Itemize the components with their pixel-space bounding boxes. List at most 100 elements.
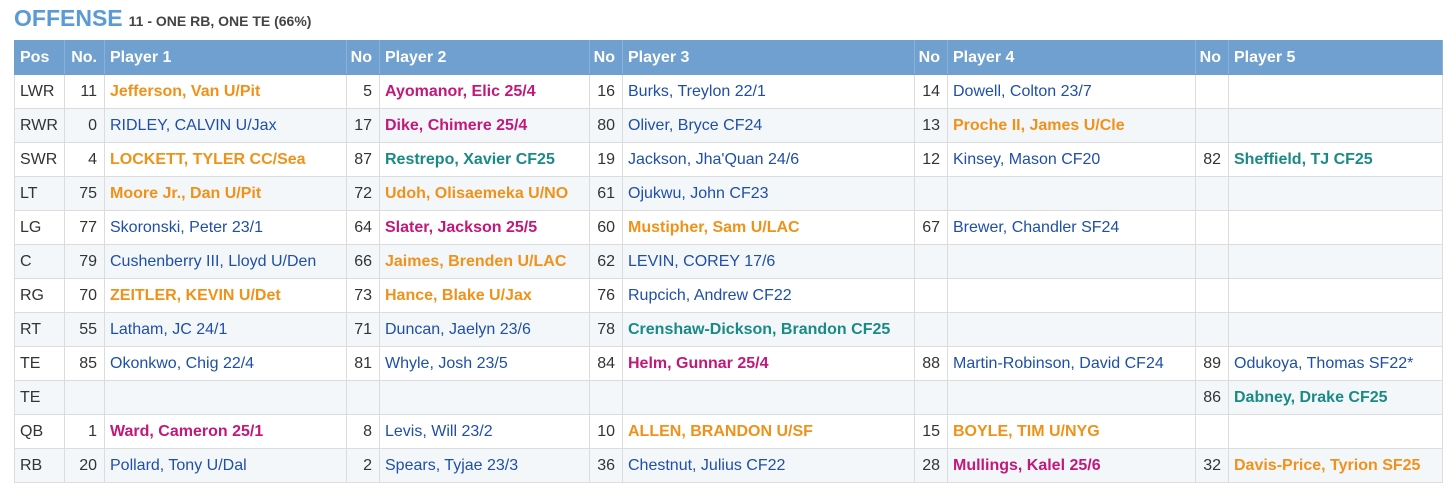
jersey-number-cell: 80 [589, 108, 623, 143]
jersey-number-cell: 67 [914, 210, 948, 245]
player-link[interactable]: Jefferson, Van U/Pit [104, 74, 347, 109]
position-cell: LT [14, 176, 65, 211]
column-header: No [1195, 40, 1229, 75]
player-link[interactable]: Jaimes, Brenden U/LAC [379, 244, 590, 279]
player-link[interactable]: Davis-Price, Tyrion SF25 [1228, 448, 1443, 483]
jersey-number-cell [1195, 176, 1229, 211]
player-link[interactable]: Spears, Tyjae 23/3 [379, 448, 590, 483]
jersey-number-cell: 84 [589, 346, 623, 381]
player-link[interactable]: Udoh, Olisaemeka U/NO [379, 176, 590, 211]
jersey-number-cell: 55 [64, 312, 105, 347]
table-row: RT 55 Latham, JC 24/1 71 Duncan, Jaelyn 23/6… [14, 312, 1443, 347]
position-cell: TE [14, 380, 65, 415]
player-link[interactable]: Restrepo, Xavier CF25 [379, 142, 590, 177]
player-link[interactable]: Hance, Blake U/Jax [379, 278, 590, 313]
player-link[interactable]: BOYLE, TIM U/NYG [947, 414, 1196, 449]
player-link[interactable]: Dabney, Drake CF25 [1228, 380, 1443, 415]
position-cell: C [14, 244, 65, 279]
player-link[interactable]: Kinsey, Mason CF20 [947, 142, 1196, 177]
position-cell: RWR [14, 108, 65, 143]
player-link[interactable]: Pollard, Tony U/Dal [104, 448, 347, 483]
jersey-number-cell: 71 [346, 312, 380, 347]
empty-player-cell [947, 312, 1196, 347]
player-link[interactable]: Moore Jr., Dan U/Pit [104, 176, 347, 211]
position-cell: RT [14, 312, 65, 347]
jersey-number-cell: 2 [346, 448, 380, 483]
jersey-number-cell: 32 [1195, 448, 1229, 483]
jersey-number-cell: 15 [914, 414, 948, 449]
player-link[interactable]: Whyle, Josh 23/5 [379, 346, 590, 381]
player-link[interactable]: Crenshaw-Dickson, Brandon CF25 [622, 312, 915, 347]
empty-player-cell [1228, 312, 1443, 347]
jersey-number-cell: 13 [914, 108, 948, 143]
player-link[interactable]: Oliver, Bryce CF24 [622, 108, 915, 143]
formation-subtitle: 11 - ONE RB, ONE TE (66%) [128, 13, 312, 29]
jersey-number-cell [914, 176, 948, 211]
player-link[interactable]: Ward, Cameron 25/1 [104, 414, 347, 449]
jersey-number-cell: 10 [589, 414, 623, 449]
player-link[interactable]: Slater, Jackson 25/5 [379, 210, 590, 245]
jersey-number-cell: 66 [346, 244, 380, 279]
player-link[interactable]: Mustipher, Sam U/LAC [622, 210, 915, 245]
player-link[interactable]: Brewer, Chandler SF24 [947, 210, 1196, 245]
player-link[interactable]: LOCKETT, TYLER CC/Sea [104, 142, 347, 177]
player-link[interactable]: Latham, JC 24/1 [104, 312, 347, 347]
empty-player-cell [1228, 278, 1443, 313]
jersey-number-cell [914, 380, 948, 415]
jersey-number-cell: 16 [589, 74, 623, 109]
section-header: OFFENSE 11 - ONE RB, ONE TE (66%) [14, 5, 311, 35]
player-link[interactable]: Cushenberry III, Lloyd U/Den [104, 244, 347, 279]
jersey-number-cell: 77 [64, 210, 105, 245]
column-header: Player 1 [104, 40, 347, 75]
jersey-number-cell: 89 [1195, 346, 1229, 381]
player-link[interactable]: LEVIN, COREY 17/6 [622, 244, 915, 279]
position-cell: TE [14, 346, 65, 381]
table-row: RB 20 Pollard, Tony U/Dal 2 Spears, Tyjae 23… [14, 448, 1443, 483]
player-link[interactable]: ZEITLER, KEVIN U/Det [104, 278, 347, 313]
player-link[interactable]: Dowell, Colton 23/7 [947, 74, 1196, 109]
jersey-number-cell: 81 [346, 346, 380, 381]
column-header: No [346, 40, 380, 75]
player-link[interactable]: Burks, Treylon 22/1 [622, 74, 915, 109]
position-cell: RB [14, 448, 65, 483]
column-header: Player 5 [1228, 40, 1443, 75]
jersey-number-cell: 36 [589, 448, 623, 483]
player-link[interactable]: Mullings, Kalel 25/6 [947, 448, 1196, 483]
player-link[interactable]: Skoronski, Peter 23/1 [104, 210, 347, 245]
player-link[interactable]: Proche II, James U/Cle [947, 108, 1196, 143]
jersey-number-cell: 76 [589, 278, 623, 313]
table-header: Pos No. Player 1 No Player 2 No Player 3 No Play… [14, 40, 1443, 75]
player-link[interactable]: Helm, Gunnar 25/4 [622, 346, 915, 381]
position-cell: RG [14, 278, 65, 313]
player-link[interactable]: RIDLEY, CALVIN U/Jax [104, 108, 347, 143]
player-link[interactable]: Martin-Robinson, David CF24 [947, 346, 1196, 381]
table-row: C 79 Cushenberry III, Lloyd U/Den 66 Jaimes,… [14, 244, 1443, 279]
player-link[interactable]: Ayomanor, Elic 25/4 [379, 74, 590, 109]
jersey-number-cell [914, 312, 948, 347]
jersey-number-cell: 19 [589, 142, 623, 177]
jersey-number-cell: 20 [64, 448, 105, 483]
player-link[interactable]: Ojukwu, John CF23 [622, 176, 915, 211]
player-link[interactable]: Rupcich, Andrew CF22 [622, 278, 915, 313]
jersey-number-cell: 62 [589, 244, 623, 279]
player-link[interactable]: Chestnut, Julius CF22 [622, 448, 915, 483]
jersey-number-cell: 85 [64, 346, 105, 381]
jersey-number-cell [346, 380, 380, 415]
player-link[interactable]: Jackson, Jha'Quan 24/6 [622, 142, 915, 177]
position-cell: LWR [14, 74, 65, 109]
player-link[interactable]: Dike, Chimere 25/4 [379, 108, 590, 143]
empty-player-cell [104, 380, 347, 415]
jersey-number-cell: 1 [64, 414, 105, 449]
jersey-number-cell: 61 [589, 176, 623, 211]
jersey-number-cell: 5 [346, 74, 380, 109]
player-link[interactable]: Okonkwo, Chig 22/4 [104, 346, 347, 381]
player-link[interactable]: Duncan, Jaelyn 23/6 [379, 312, 590, 347]
table-row: SWR 4 LOCKETT, TYLER CC/Sea 87 Restrepo, Xav… [14, 142, 1443, 177]
player-link[interactable]: Odukoya, Thomas SF22* [1228, 346, 1443, 381]
player-link[interactable]: ALLEN, BRANDON U/SF [622, 414, 915, 449]
player-link[interactable]: Levis, Will 23/2 [379, 414, 590, 449]
empty-player-cell [1228, 414, 1443, 449]
jersey-number-cell: 75 [64, 176, 105, 211]
player-link[interactable]: Sheffield, TJ CF25 [1228, 142, 1443, 177]
